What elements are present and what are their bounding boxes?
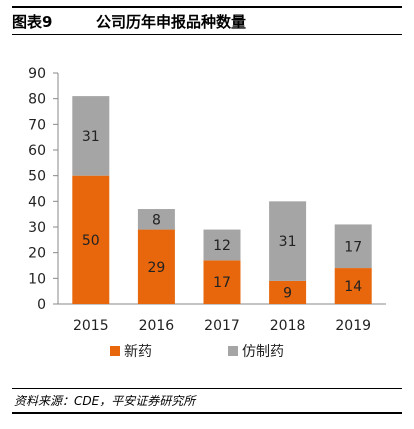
bar-segment bbox=[137, 229, 175, 304]
figure-title: 公司历年申报品种数量 bbox=[96, 13, 247, 31]
bar-segment bbox=[203, 260, 241, 304]
data-label: 17 bbox=[344, 239, 362, 255]
x-tick-label: 2016 bbox=[139, 318, 175, 334]
figure-label: 图表9 bbox=[12, 13, 53, 31]
y-tick-label: 90 bbox=[28, 66, 46, 82]
data-label: 17 bbox=[213, 275, 231, 291]
bar-segment bbox=[269, 201, 307, 281]
bar-segment bbox=[72, 175, 110, 304]
data-label: 12 bbox=[213, 238, 231, 254]
y-tick-label: 40 bbox=[28, 194, 46, 210]
x-tick-label: 2018 bbox=[270, 318, 306, 334]
data-label: 9 bbox=[283, 285, 292, 301]
data-label: 31 bbox=[279, 234, 297, 250]
y-tick-label: 50 bbox=[28, 169, 46, 185]
x-tick-label: 2017 bbox=[204, 318, 240, 334]
x-tick-label: 2019 bbox=[335, 318, 371, 334]
x-tick-label: 2015 bbox=[73, 318, 109, 334]
data-label: 31 bbox=[82, 129, 100, 145]
last-rule bbox=[12, 412, 402, 414]
legend-swatch bbox=[110, 346, 120, 356]
y-tick-label: 0 bbox=[37, 297, 46, 313]
title-rule bbox=[12, 34, 402, 35]
y-tick-label: 30 bbox=[28, 220, 46, 236]
y-tick-label: 10 bbox=[28, 271, 46, 287]
bar-segment bbox=[72, 96, 110, 176]
chart-data-labels: 50 31 29 8 17 12 9 31 14 17 bbox=[82, 129, 362, 302]
y-tick-label: 80 bbox=[28, 92, 46, 108]
bar-segment bbox=[334, 224, 372, 269]
top-rule bbox=[12, 6, 402, 8]
y-tick-label: 20 bbox=[28, 246, 46, 262]
chart-legend: 新药 仿制药 bbox=[110, 344, 284, 360]
data-label: 50 bbox=[82, 233, 100, 249]
figure-title-bar: 图表9 公司历年申报品种数量 bbox=[12, 11, 402, 33]
y-tick-label: 70 bbox=[28, 117, 46, 133]
bar-segment bbox=[203, 229, 241, 261]
bottom-rule bbox=[12, 388, 402, 389]
source-note: 资料来源：CDE，平安证券研究所 bbox=[14, 394, 196, 408]
legend-label: 新药 bbox=[124, 344, 152, 360]
data-label: 14 bbox=[344, 279, 362, 295]
chart-bars bbox=[72, 96, 372, 304]
legend-swatch bbox=[228, 346, 238, 356]
chart-axes: 0 10 20 30 40 50 60 70 80 90 2015 2016 2017 2018 2019 bbox=[28, 66, 386, 334]
legend-label: 仿制药 bbox=[242, 344, 284, 360]
data-label: 8 bbox=[152, 212, 161, 228]
bar-segment bbox=[334, 268, 372, 304]
data-label: 29 bbox=[147, 260, 165, 276]
bar-segment bbox=[137, 209, 175, 230]
y-tick-label: 60 bbox=[28, 143, 46, 159]
bar-segment bbox=[269, 280, 307, 304]
